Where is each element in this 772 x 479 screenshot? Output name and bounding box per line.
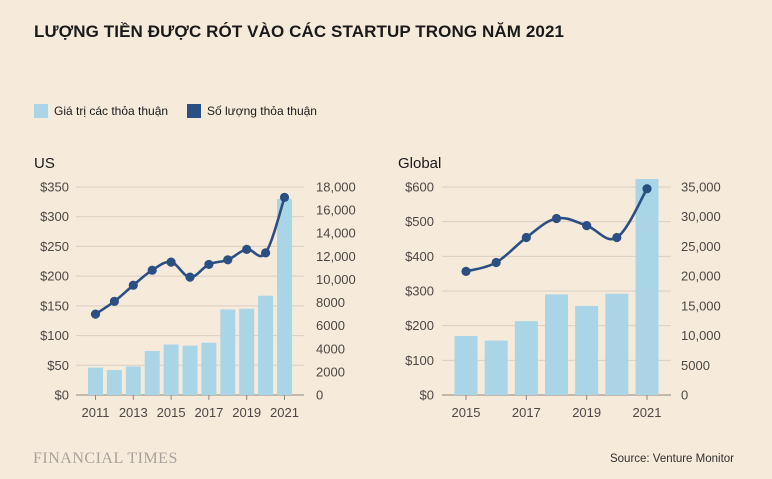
y-left-tick-label: $400	[405, 249, 434, 264]
bar	[239, 308, 255, 395]
y-right-tick-label: 10,000	[681, 328, 721, 343]
y-left-tick-label: $50	[47, 358, 69, 373]
line-point	[166, 257, 176, 267]
series-line	[465, 188, 649, 273]
bar	[545, 294, 568, 395]
y-left-tick-label: $300	[405, 284, 434, 299]
line-point	[109, 296, 119, 306]
line-point	[582, 221, 592, 231]
y-left-tick-label: $600	[405, 180, 434, 195]
y-right-tick-label: 4000	[316, 341, 345, 356]
y-left-tick-label: $100	[40, 328, 69, 343]
bar	[484, 340, 508, 395]
y-left-tick-label: $0	[420, 388, 434, 403]
line-point	[279, 192, 290, 202]
x-tick-label: 2015	[157, 405, 186, 420]
y-right-tick-label: 18,000	[316, 180, 356, 195]
x-tick-label: 2021	[633, 405, 662, 420]
line-point	[242, 244, 252, 254]
y-left-tick-label: $200	[405, 318, 434, 333]
y-right-tick-label: 10,000	[316, 272, 356, 287]
bar	[635, 179, 659, 395]
y-right-tick-label: 14,000	[316, 226, 356, 241]
bar	[182, 345, 198, 395]
line-point	[521, 232, 531, 243]
x-tick-label: 2015	[452, 405, 481, 420]
y-right-tick-label: 2000	[316, 364, 345, 379]
line-point	[185, 272, 195, 282]
y-left-tick-label: $0	[55, 388, 69, 403]
y-right-tick-label: 30,000	[681, 209, 721, 224]
y-left-tick-label: $500	[405, 214, 434, 229]
source-note: Source: Venture Monitor	[609, 453, 734, 465]
line-point	[128, 280, 138, 290]
y-right-tick-label: 5000	[681, 358, 710, 373]
legend-label-bars: Giá trị các thỏa thuận	[54, 104, 169, 118]
x-tick-label: 2021	[270, 405, 299, 420]
bar	[258, 295, 274, 395]
y-left-tick-label: $250	[40, 239, 69, 254]
line-point	[223, 255, 233, 265]
y-right-tick-label: 6000	[316, 318, 345, 333]
ft-logo: FINANCIAL TIMES	[33, 450, 178, 467]
legend-swatch-line	[187, 104, 201, 118]
y-right-tick-label: 25,000	[681, 239, 721, 254]
panel-title-global: Global	[398, 155, 442, 172]
chart-title: LƯỢNG TIỀN ĐƯỢC RÓT VÀO CÁC STARTUP TRON…	[34, 22, 565, 41]
legend-swatch-bars	[34, 104, 48, 118]
line-point	[90, 309, 101, 319]
chart-global: $0 $100 $200 $300 $400 $500 $600 0 5000 10,000 15,…	[405, 179, 721, 420]
x-tick-label: 2019	[232, 405, 261, 420]
x-tick-label: 2011	[82, 405, 110, 420]
bar	[605, 293, 629, 395]
y-right-tick-label: 12,000	[316, 249, 356, 264]
bar	[514, 321, 538, 395]
line-point	[147, 265, 157, 275]
line-point	[642, 184, 652, 194]
y-right-tick-label: 8000	[316, 295, 345, 310]
line-point	[461, 266, 471, 276]
bar	[88, 367, 103, 395]
y-left-tick-label: $300	[40, 209, 69, 224]
bar	[125, 366, 141, 395]
line-point	[551, 213, 562, 224]
panel-title-us: US	[34, 155, 55, 172]
y-left-tick-label: $150	[40, 298, 69, 313]
y-left-tick-label: $100	[405, 353, 434, 368]
bar	[454, 336, 478, 395]
line-point	[204, 259, 214, 270]
legend-item-bars: Giá trị các thỏa thuận	[34, 104, 168, 118]
legend-label-line: Số lượng thỏa thuận	[207, 104, 317, 118]
bar	[106, 370, 122, 395]
bar	[163, 344, 179, 395]
bar	[201, 342, 217, 395]
y-right-tick-label: 16,000	[316, 203, 356, 218]
chart-us: $0 $50 $100 $150 $200 $250 $300 $350 0 2000 4000 60…	[40, 180, 356, 421]
y-right-tick-label: 15,000	[681, 298, 721, 313]
line-point	[261, 248, 271, 258]
y-right-tick-label: 20,000	[681, 269, 721, 284]
y-left-tick-label: $350	[40, 180, 69, 195]
y-left-tick-label: $200	[40, 269, 69, 284]
line-point	[491, 257, 501, 268]
y-right-tick-label: 0	[316, 388, 323, 403]
x-tick-label: 2017	[512, 405, 541, 420]
bar	[144, 351, 160, 395]
x-tick-label: 2013	[119, 405, 148, 420]
legend-item-line: Số lượng thỏa thuận	[187, 104, 317, 118]
line-point	[612, 232, 622, 243]
x-tick-label: 2019	[572, 405, 601, 420]
y-right-tick-label: 0	[681, 388, 688, 403]
y-right-tick-label: 35,000	[681, 180, 721, 195]
bar	[575, 305, 599, 395]
bar	[220, 309, 236, 395]
bar	[277, 198, 292, 395]
series-line	[94, 196, 286, 316]
x-tick-label: 2017	[194, 405, 223, 420]
